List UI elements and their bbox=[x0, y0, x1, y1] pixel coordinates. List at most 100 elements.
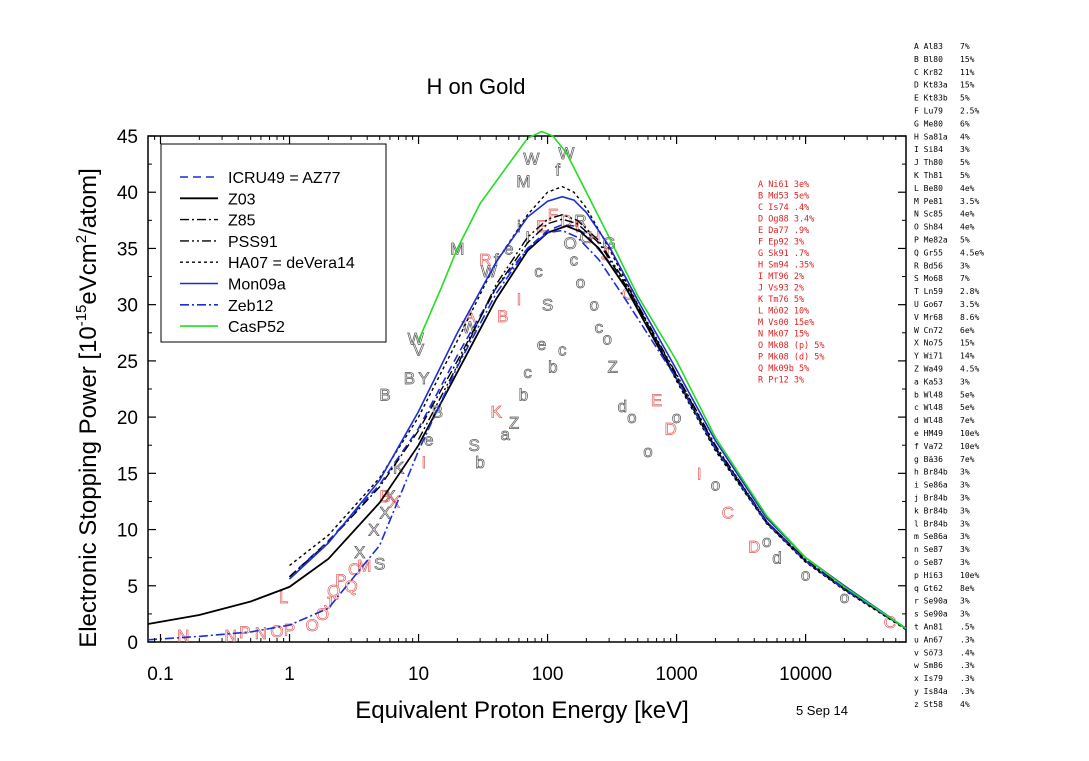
ref-entry-black-err: 6% bbox=[960, 119, 970, 128]
data-marker: N bbox=[255, 624, 267, 643]
ref-entry-black: D Kt83a bbox=[914, 81, 948, 90]
ref-entry-black: t An81 bbox=[914, 623, 943, 632]
x-tick-label: 1000 bbox=[655, 664, 697, 685]
ref-entry-black: W Cn72 bbox=[914, 326, 943, 335]
ref-entry-black: v Sö73 bbox=[914, 648, 943, 657]
ref-entry-black-err: .3% bbox=[960, 674, 975, 683]
ref-entry-black-err: 15% bbox=[960, 339, 975, 348]
ref-entry-black: P Me82a bbox=[914, 236, 948, 245]
ref-entry-black: j Br84b bbox=[914, 494, 948, 503]
y-axis-label-exp2: 2 bbox=[73, 235, 90, 243]
data-marker: N bbox=[177, 626, 189, 645]
ref-entry-black-err: 4e% bbox=[960, 184, 975, 193]
ref-entry-black-err: 10e% bbox=[960, 429, 979, 438]
y-tick-label: 45 bbox=[117, 127, 138, 148]
ref-entry-black: R Bd56 bbox=[914, 261, 943, 270]
ref-entry-black: g Bä36 bbox=[914, 455, 943, 464]
ref-entry-black: Y Wi71 bbox=[914, 352, 943, 361]
ref-entry-black-err: 7e% bbox=[960, 455, 975, 464]
data-marker: Y bbox=[418, 369, 429, 388]
y-tick-label: 25 bbox=[117, 352, 138, 373]
data-marker: Z bbox=[608, 358, 618, 377]
data-marker: M bbox=[357, 557, 371, 576]
legend-entry: Z85 bbox=[228, 213, 256, 230]
data-marker: b bbox=[475, 453, 484, 472]
data-marker: E bbox=[651, 391, 662, 410]
ref-entry-black-err: 2.8% bbox=[960, 287, 979, 296]
data-marker: X bbox=[389, 492, 400, 511]
data-marker: J bbox=[324, 594, 333, 613]
ref-entry-red: H Sm94 .35% bbox=[758, 261, 814, 271]
y-axis-label-pre: Electronic Stopping Power [10 bbox=[75, 326, 102, 648]
y-tick-label: 5 bbox=[127, 577, 138, 598]
ref-entry-black-err: 7% bbox=[960, 42, 970, 51]
ref-entry-black-err: 3% bbox=[960, 481, 970, 490]
ref-entry-black: N Sc85 bbox=[914, 210, 943, 219]
x-tick-label: 1 bbox=[284, 664, 295, 685]
data-marker: P bbox=[335, 571, 346, 590]
chart-title: H on Gold bbox=[426, 74, 525, 99]
data-marker: X bbox=[379, 504, 390, 523]
ref-entry-black: Z Wa49 bbox=[914, 365, 943, 374]
data-marker: e bbox=[504, 239, 513, 258]
ref-entry-black: F Lu79 bbox=[914, 107, 943, 116]
data-marker: S bbox=[542, 296, 553, 315]
ref-entry-black-err: .4% bbox=[960, 648, 975, 657]
ref-entry-black: A Al83 bbox=[914, 42, 943, 51]
ref-entry-black-err: 5% bbox=[960, 171, 970, 180]
ref-entry-black: f Va72 bbox=[914, 442, 943, 451]
x-tick-label: 10000 bbox=[779, 664, 832, 685]
ref-entry-black-err: 3% bbox=[960, 494, 970, 503]
ref-entry-black: p Hi63 bbox=[914, 571, 943, 580]
y-tick-label: 35 bbox=[117, 239, 138, 260]
ref-entry-black: y Is84a bbox=[914, 687, 948, 696]
x-tick-label: 0.1 bbox=[147, 664, 173, 685]
ref-entry-black: o Se87 bbox=[914, 558, 943, 567]
y-axis-label-mid: eVcm bbox=[75, 243, 102, 304]
ref-entry-black: U Go67 bbox=[914, 300, 943, 309]
data-marker: I bbox=[575, 217, 580, 236]
ref-entry-black-err: 3% bbox=[960, 519, 970, 528]
data-marker: W bbox=[523, 149, 539, 168]
data-marker: M bbox=[516, 172, 530, 191]
data-marker: o bbox=[576, 273, 585, 292]
ref-entry-black: u An67 bbox=[914, 635, 943, 644]
data-marker: N bbox=[225, 626, 237, 645]
ref-entry-red: J Vs93 2% bbox=[758, 284, 804, 294]
ref-entry-red: B Md53 5e% bbox=[758, 192, 809, 202]
x-axis-label: Equivalent Proton Energy [keV] bbox=[355, 697, 689, 724]
reference-list-red: A Ni61 3e% B Md53 5e%C Is74 .4% D Og88 3.4… bbox=[758, 180, 825, 386]
ref-entry-black: w Sm86 bbox=[914, 661, 943, 670]
ref-entry-black: O Sh84 bbox=[914, 223, 943, 232]
data-marker: L bbox=[279, 588, 288, 607]
ref-entry-black-err: 3.5% bbox=[960, 300, 979, 309]
series-line bbox=[417, 213, 907, 630]
data-marker: S bbox=[469, 436, 480, 455]
data-marker: o bbox=[840, 588, 849, 607]
legend-entry: Z03 bbox=[228, 191, 256, 208]
x-tick-label: 100 bbox=[532, 664, 564, 685]
ref-entry-black-err: 4% bbox=[960, 700, 970, 709]
data-marker: b bbox=[519, 386, 528, 405]
series-lines bbox=[147, 130, 907, 641]
ref-entry-black: l Br84b bbox=[914, 519, 948, 528]
ref-entry-red: C Is74 .4% bbox=[758, 203, 809, 213]
ref-entry-black: m Se86a bbox=[914, 532, 948, 541]
data-marker: O bbox=[270, 622, 283, 641]
ref-entry-black-err: 5% bbox=[960, 94, 970, 103]
data-marker: c bbox=[558, 341, 567, 360]
ref-entry-red: D Og88 3.4% bbox=[758, 215, 814, 225]
data-marker: Z bbox=[509, 414, 519, 433]
ref-entry-red: R Pr12 3% bbox=[758, 376, 804, 386]
ref-entry-black: n Se87 bbox=[914, 545, 943, 554]
ref-entry-black: i Se86a bbox=[914, 481, 948, 490]
legend-entry: CasP52 bbox=[228, 319, 285, 336]
data-marker: X bbox=[368, 521, 379, 540]
ref-entry-black: L Be80 bbox=[914, 184, 943, 193]
data-marker: K bbox=[491, 402, 503, 421]
ref-entry-red: I MT96 2% bbox=[758, 272, 804, 282]
y-tick-label: 10 bbox=[117, 521, 138, 542]
ref-entry-black: T Ln59 bbox=[914, 287, 943, 296]
data-marker: I bbox=[697, 464, 702, 483]
ref-entry-black: C Kr82 bbox=[914, 68, 943, 77]
